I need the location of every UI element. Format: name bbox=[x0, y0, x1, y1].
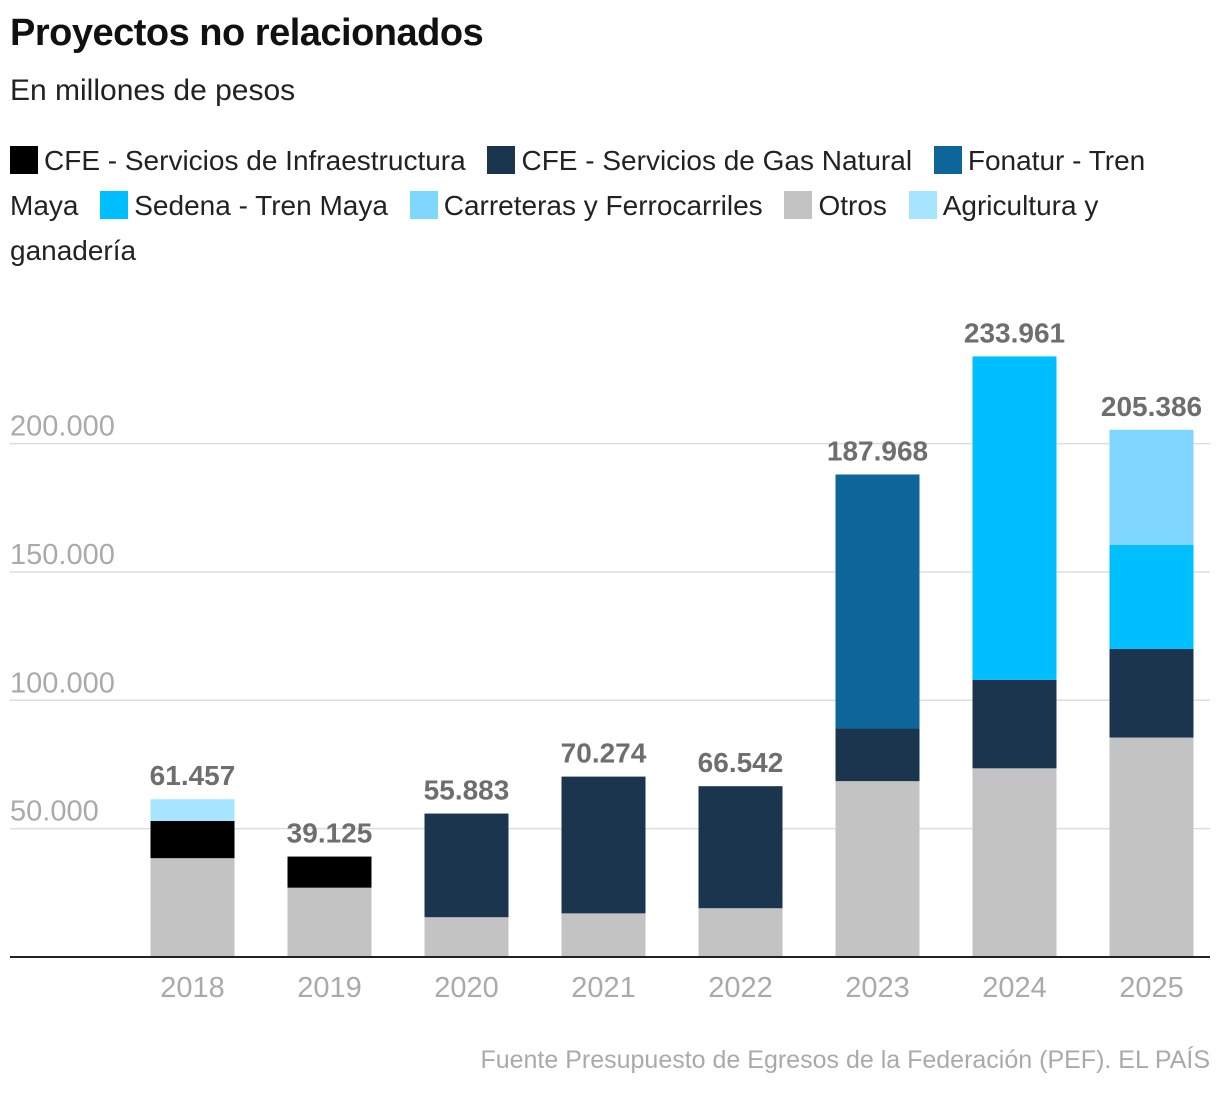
total-label-2018: 61.457 bbox=[150, 760, 236, 791]
legend-item-sedena: Sedena - Tren Maya bbox=[100, 190, 388, 221]
source-note: Fuente Presupuesto de Egresos de la Fede… bbox=[480, 1046, 1210, 1074]
x-tick-label-2024: 2024 bbox=[982, 972, 1047, 1004]
legend-swatch-cfe-infra bbox=[10, 146, 38, 174]
bar-2022-cfe_gas bbox=[698, 786, 783, 909]
x-tick-label-2025: 2025 bbox=[1119, 972, 1184, 1004]
bar-2022-otros bbox=[698, 908, 783, 957]
legend-label-sedena: Sedena - Tren Maya bbox=[134, 190, 388, 221]
legend-swatch-agricultura bbox=[908, 191, 937, 219]
bar-2020-otros bbox=[424, 917, 509, 957]
legend-label-agricultura: Agricultura y ganadería bbox=[10, 190, 1099, 266]
legend-swatch-otros bbox=[784, 191, 813, 219]
chart-subtitle: En millones de pesos bbox=[10, 74, 296, 107]
legend-swatch-cfe-gas bbox=[487, 146, 516, 174]
total-label-2024: 233.961 bbox=[964, 317, 1065, 348]
bar-2021-cfe_gas bbox=[561, 776, 646, 914]
chart-title: Proyectos no relacionados bbox=[10, 12, 484, 54]
legend-item-cfe-gas: CFE - Servicios de Gas Natural bbox=[487, 145, 912, 176]
legend-item-agricultura: Agricultura y ganadería bbox=[10, 190, 1098, 266]
total-label-2023: 187.968 bbox=[827, 435, 928, 466]
legend-label-otros: Otros bbox=[818, 190, 887, 221]
x-tick-label-2018: 2018 bbox=[160, 972, 225, 1004]
legend-swatch-sedena bbox=[100, 191, 129, 219]
bar-2025-otros bbox=[1109, 737, 1194, 957]
bar-2019-otros bbox=[287, 887, 372, 957]
x-tick-label-2023: 2023 bbox=[845, 972, 910, 1004]
y-tick-label-0: 50.000 bbox=[10, 796, 99, 828]
bar-2025-carreteras bbox=[1109, 429, 1194, 545]
y-tick-label-1: 100.000 bbox=[10, 667, 115, 699]
y-tick-label-2: 150.000 bbox=[10, 539, 115, 571]
legend-swatch-carreteras bbox=[409, 191, 438, 219]
legend-label-cfe-gas: CFE - Servicios de Gas Natural bbox=[521, 145, 913, 176]
legend-label-fonatur: Fonatur - Tren Maya bbox=[10, 145, 1146, 221]
x-tick-label-2021: 2021 bbox=[571, 972, 636, 1004]
legend-item-fonatur: Fonatur - Tren Maya bbox=[10, 145, 1145, 221]
total-label-2021: 70.274 bbox=[561, 738, 647, 769]
legend-label-cfe-infra: CFE - Servicios de Infraestructura bbox=[44, 145, 466, 176]
total-label-2019: 39.125 bbox=[287, 818, 373, 849]
chart-legend: CFE - Servicios de Infraestructura CFE -… bbox=[10, 138, 1200, 273]
bar-2024-sedena bbox=[972, 356, 1057, 680]
y-tick-label-3: 200.000 bbox=[10, 411, 115, 443]
bar-2018-agricultura bbox=[150, 799, 235, 821]
bar-2024-otros bbox=[972, 768, 1057, 957]
x-tick-label-2022: 2022 bbox=[708, 972, 773, 1004]
bar-2020-cfe_gas bbox=[424, 813, 509, 918]
total-label-2025: 205.386 bbox=[1101, 391, 1202, 422]
legend-item-cfe-infra: CFE - Servicios de Infraestructura bbox=[10, 145, 466, 176]
bar-2024-cfe_gas bbox=[972, 679, 1057, 769]
bar-2023-fonatur bbox=[835, 474, 920, 729]
legend-item-carreteras: Carreteras y Ferrocarriles bbox=[409, 190, 763, 221]
legend-item-otros: Otros bbox=[784, 190, 887, 221]
bar-2023-otros bbox=[835, 781, 920, 957]
x-tick-label-2020: 2020 bbox=[434, 972, 499, 1004]
bar-2019-cfe_infra bbox=[287, 856, 372, 888]
legend-swatch-fonatur bbox=[933, 146, 962, 174]
bar-2021-otros bbox=[561, 913, 646, 957]
bar-2018-cfe_infra bbox=[150, 820, 235, 859]
legend-label-carreteras: Carreteras y Ferrocarriles bbox=[443, 190, 763, 221]
bar-2023-cfe_gas bbox=[835, 728, 920, 782]
bar-2025-sedena bbox=[1109, 544, 1194, 649]
bar-2018-otros bbox=[150, 858, 235, 957]
total-label-2020: 55.883 bbox=[424, 775, 510, 806]
x-tick-label-2019: 2019 bbox=[297, 972, 362, 1004]
bar-2025-cfe_gas bbox=[1109, 648, 1194, 738]
total-label-2022: 66.542 bbox=[698, 747, 784, 778]
